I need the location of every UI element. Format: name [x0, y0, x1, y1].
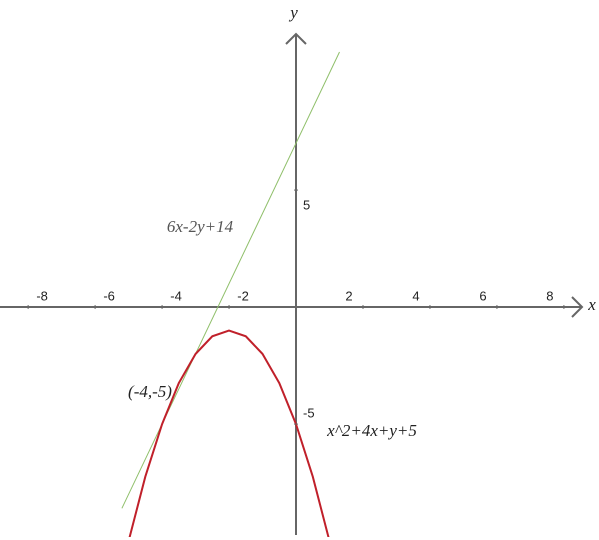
y-tick-label: 5: [303, 198, 310, 213]
x-axis-label: x: [587, 295, 596, 314]
x-arrow: [571, 296, 584, 318]
x-tick-label: -8: [36, 288, 48, 303]
y-axis-label: y: [288, 3, 298, 22]
point-annotation: (-4,-5): [128, 382, 172, 401]
x-tick-label: -4: [170, 288, 182, 303]
y-tick-label: -5: [303, 406, 315, 421]
x-tick-label: -6: [103, 288, 115, 303]
curve: [128, 329, 330, 537]
curve: [121, 51, 340, 509]
x-tick-label: 8: [546, 288, 553, 303]
curves: [121, 51, 340, 537]
x-tick-label: 4: [412, 288, 419, 303]
axes: x y: [0, 3, 596, 535]
curve-label: 6x-2y+14: [167, 217, 234, 236]
x-tick-label: 2: [345, 288, 352, 303]
y-arrow: [285, 32, 307, 45]
x-tick-label: 6: [479, 288, 486, 303]
x-tick-label: -2: [237, 288, 249, 303]
curve-label: x^2+4x+y+5: [326, 421, 417, 440]
